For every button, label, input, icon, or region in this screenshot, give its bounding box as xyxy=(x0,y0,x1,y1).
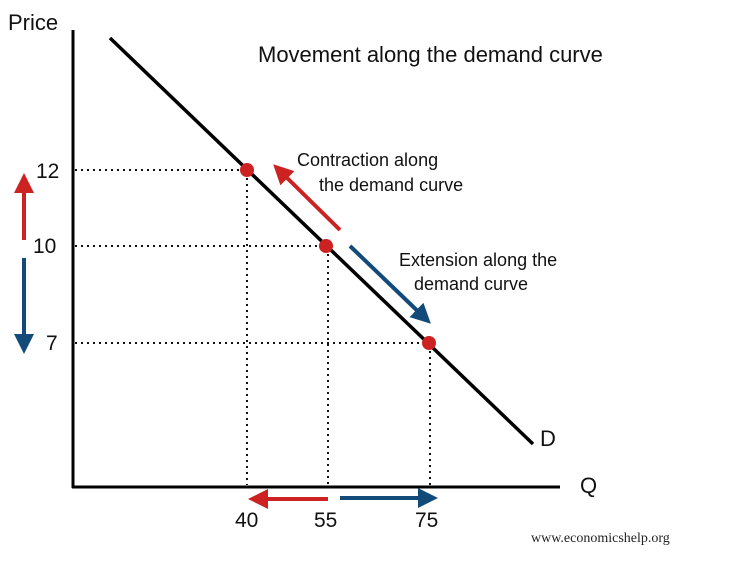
y-axis-label: Price xyxy=(8,10,58,35)
qty-tick-55: 55 xyxy=(314,509,337,532)
price-tick-7: 7 xyxy=(46,332,58,355)
price-tick-10: 10 xyxy=(33,235,56,258)
extension-arrow xyxy=(348,244,431,324)
contraction-label-line-1: Contraction along xyxy=(297,150,438,170)
price-tick-12: 12 xyxy=(36,160,59,183)
diagram-title: Movement along the demand curve xyxy=(258,42,603,67)
demand-curve-label: D xyxy=(540,426,556,451)
point-price-12-qty-40 xyxy=(240,163,254,177)
extension-label-line-1: Extension along the xyxy=(399,250,557,270)
contraction-label-line-2: the demand curve xyxy=(319,175,463,195)
point-price-10-qty-55 xyxy=(319,239,333,253)
qty-tick-75: 75 xyxy=(415,509,438,532)
x-axis-label: Q xyxy=(580,473,597,498)
qty-tick-40: 40 xyxy=(235,509,258,532)
contraction-arrow xyxy=(273,164,342,232)
source-credit: www.economicshelp.org xyxy=(531,531,670,546)
point-price-7-qty-75 xyxy=(422,336,436,350)
extension-label-line-2: demand curve xyxy=(414,274,528,294)
